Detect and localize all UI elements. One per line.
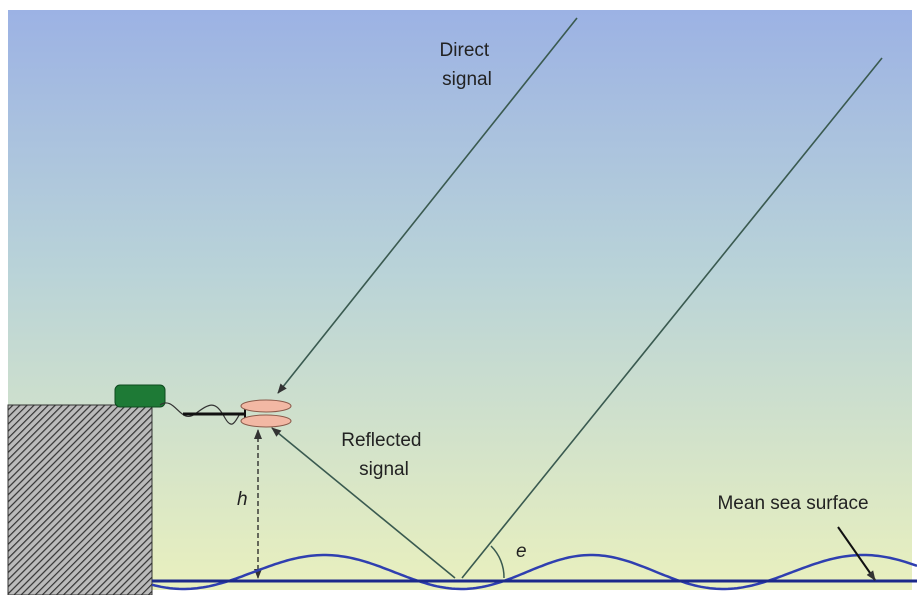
reflected-signal-label: Reflected signal bbox=[341, 430, 427, 480]
label-line: signal bbox=[442, 69, 492, 90]
background bbox=[8, 10, 912, 590]
label-line: signal bbox=[359, 459, 409, 480]
label-line: Direct bbox=[440, 40, 490, 61]
receiver bbox=[114, 384, 166, 408]
sea-surface-pointer bbox=[837, 526, 876, 581]
antenna-bottom bbox=[240, 414, 292, 428]
reflected-signal-ray bbox=[271, 427, 456, 579]
label-line: Reflected bbox=[341, 430, 421, 451]
sea-surface-label: Mean sea surface bbox=[717, 493, 868, 514]
height-label: h bbox=[237, 489, 248, 510]
cliff bbox=[7, 404, 153, 595]
incoming-ray bbox=[461, 57, 883, 579]
cable bbox=[159, 402, 244, 425]
angle-label: e bbox=[516, 541, 527, 562]
direct-signal-label: Direct signal bbox=[440, 40, 495, 90]
direct-signal-ray bbox=[277, 17, 578, 394]
angle-arc bbox=[490, 545, 505, 579]
antenna-top bbox=[240, 399, 292, 413]
sea-wave bbox=[151, 553, 917, 591]
